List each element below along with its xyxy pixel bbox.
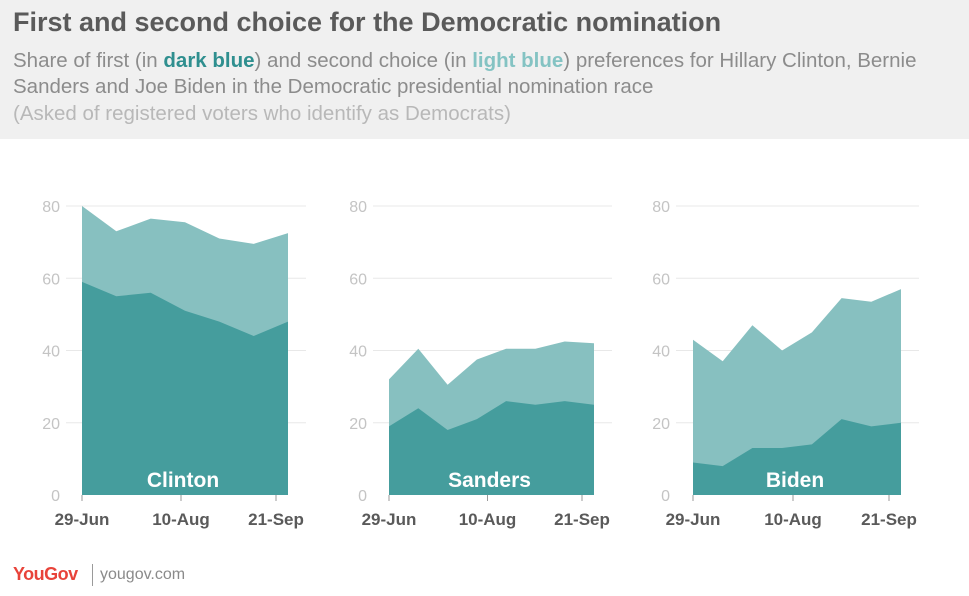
sanders-y-tick-label: 80 <box>349 199 367 216</box>
sanders-x-tick-label: 10-Aug <box>459 510 517 529</box>
sanders-y-tick-label: 60 <box>349 271 367 288</box>
clinton-y-tick-label: 20 <box>42 416 60 433</box>
clinton-y-tick-label: 40 <box>42 344 60 361</box>
sanders-y-tick-label: 0 <box>358 488 367 505</box>
subtitle-mid: ) and second choice (in <box>254 49 473 72</box>
sanders-panel-label: Sanders <box>448 469 531 492</box>
chart-title: First and second choice for the Democrat… <box>13 7 722 37</box>
clinton-x-tick-label: 10-Aug <box>152 510 210 529</box>
sanders-y-tick-label: 40 <box>349 344 367 361</box>
sanders-y-tick-label: 20 <box>349 416 367 433</box>
clinton-x-tick-label: 21-Sep <box>248 510 304 529</box>
header-panel: First and second choice for the Democrat… <box>0 0 969 139</box>
biden-y-tick-label: 0 <box>661 488 670 505</box>
clinton-y-tick-label: 60 <box>42 271 60 288</box>
chart-subtitle: Share of first (in dark blue) and second… <box>13 48 958 100</box>
biden-x-tick-label: 21-Sep <box>861 510 917 529</box>
biden-y-tick-label: 60 <box>652 271 670 288</box>
sanders-first-choice-area <box>389 401 594 495</box>
footer-divider <box>92 564 93 586</box>
biden-x-tick-label: 29-Jun <box>666 510 721 529</box>
subtitle-pre: Share of first (in <box>13 49 164 72</box>
clinton-panel-label: Clinton <box>147 469 219 492</box>
clinton-first-choice-area <box>82 281 288 495</box>
subtitle-light-blue: light blue <box>472 49 564 72</box>
yougov-logo[interactable]: YouGov <box>13 564 78 584</box>
biden-y-tick-label: 80 <box>652 199 670 216</box>
biden-y-tick-label: 20 <box>652 416 670 433</box>
sanders-x-tick-label: 29-Jun <box>362 510 417 529</box>
biden-y-tick-label: 40 <box>652 344 670 361</box>
sanders-x-tick-label: 21-Sep <box>554 510 610 529</box>
clinton-y-tick-label: 0 <box>51 488 60 505</box>
biden-panel-label: Biden <box>766 469 824 492</box>
chart-note: (Asked of registered voters who identify… <box>13 102 511 125</box>
biden-x-tick-label: 10-Aug <box>764 510 822 529</box>
footer-url-link[interactable]: yougov.com <box>100 566 186 583</box>
subtitle-dark-blue: dark blue <box>163 49 255 72</box>
clinton-x-tick-label: 29-Jun <box>55 510 110 529</box>
biden-first-choice-area <box>693 419 901 495</box>
clinton-y-tick-label: 80 <box>42 199 60 216</box>
subtitle-post: ) preferences for Hillary Clinton, Berni… <box>13 49 917 98</box>
